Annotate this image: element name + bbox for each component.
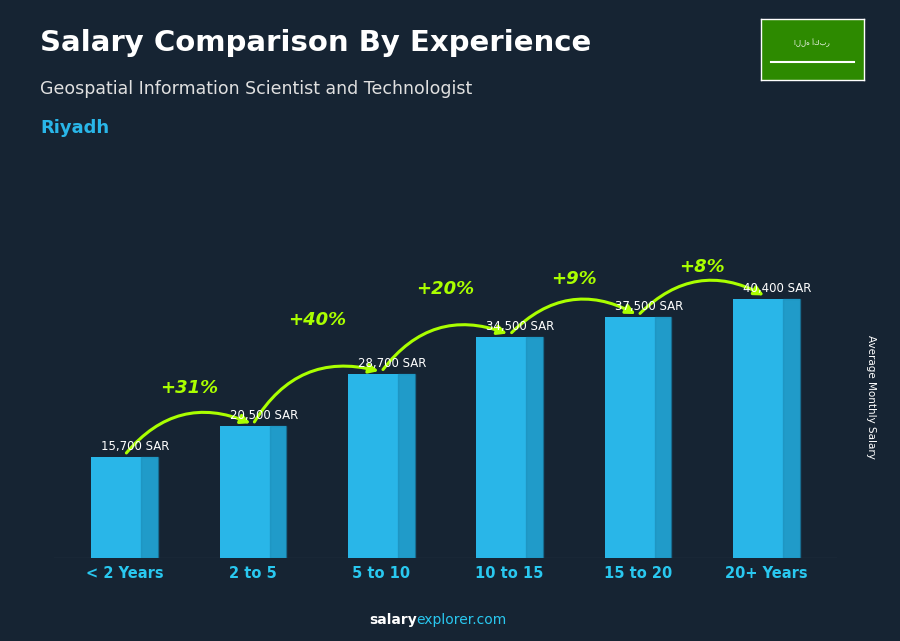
Text: Geospatial Information Scientist and Technologist: Geospatial Information Scientist and Tec… xyxy=(40,80,473,98)
Text: +20%: +20% xyxy=(417,280,474,298)
Text: 20,500 SAR: 20,500 SAR xyxy=(230,410,298,422)
Text: +31%: +31% xyxy=(159,379,218,397)
Bar xyxy=(398,374,415,558)
Bar xyxy=(783,299,800,558)
Bar xyxy=(476,337,543,558)
Text: salary: salary xyxy=(369,613,417,627)
Text: 28,700 SAR: 28,700 SAR xyxy=(358,357,427,370)
Text: Average Monthly Salary: Average Monthly Salary xyxy=(866,335,877,460)
Text: 37,500 SAR: 37,500 SAR xyxy=(615,301,683,313)
Text: 15,700 SAR: 15,700 SAR xyxy=(101,440,169,453)
Bar xyxy=(526,337,543,558)
Text: +40%: +40% xyxy=(288,311,346,329)
Text: Riyadh: Riyadh xyxy=(40,119,110,137)
Text: Salary Comparison By Experience: Salary Comparison By Experience xyxy=(40,29,592,57)
Bar xyxy=(605,317,671,558)
Bar xyxy=(654,317,671,558)
Text: explorer.com: explorer.com xyxy=(417,613,507,627)
Text: 40,400 SAR: 40,400 SAR xyxy=(743,282,812,295)
Text: +8%: +8% xyxy=(680,258,725,276)
Text: الله أكبر: الله أكبر xyxy=(795,38,830,47)
Text: 34,500 SAR: 34,500 SAR xyxy=(486,320,554,333)
Bar xyxy=(91,457,158,558)
Bar xyxy=(348,374,415,558)
Bar xyxy=(220,426,286,558)
Bar xyxy=(733,299,800,558)
Bar xyxy=(270,426,286,558)
Text: +9%: +9% xyxy=(551,271,597,288)
Bar xyxy=(141,457,158,558)
